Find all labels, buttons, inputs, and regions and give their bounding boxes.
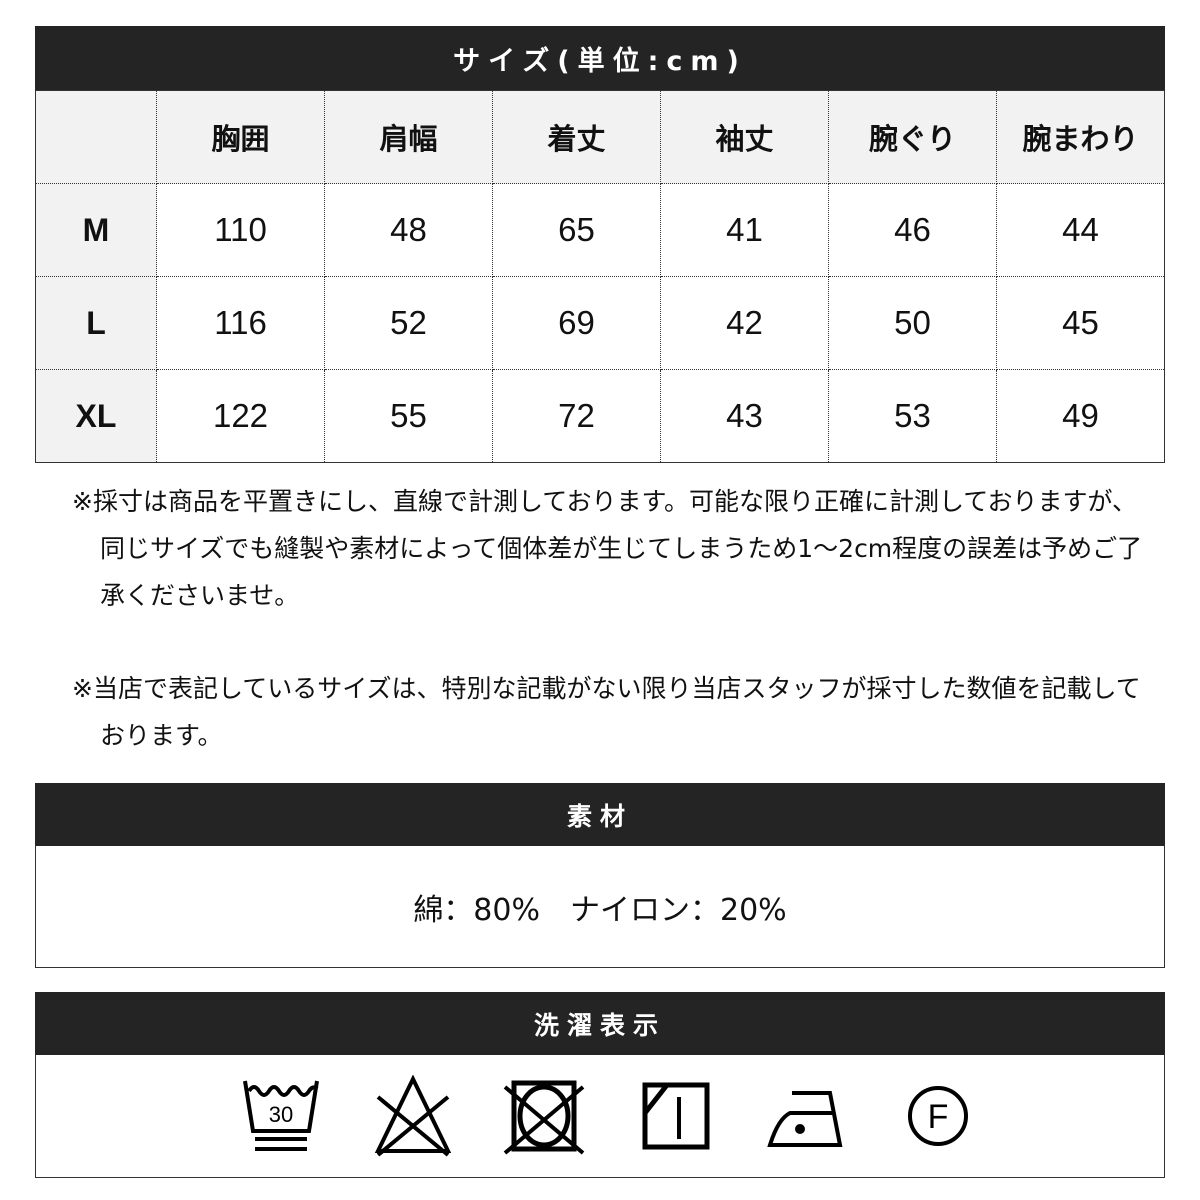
size-label: XL — [35, 369, 157, 463]
note-text: ※当店で表記しているサイズは、特別な記載がない限り当店スタッフが採寸した数値を記… — [72, 674, 1141, 750]
header-cell: 腕まわり — [996, 90, 1165, 184]
note-text: ※採寸は商品を平置きにし、直線で計測しております。可能な限り正確に計測しておりま… — [72, 487, 1143, 610]
drip-dry-shade-icon — [642, 1082, 710, 1150]
wash-30-very-gentle-icon: 30 — [242, 1080, 319, 1151]
table-cell: 44 — [996, 183, 1165, 277]
care-header: 洗濯表示 — [35, 992, 1165, 1055]
material-header: 素材 — [35, 783, 1165, 846]
no-tumble-dry-icon — [504, 1080, 585, 1155]
header-cell: 胸囲 — [156, 90, 325, 184]
header-cell: 腕ぐり — [828, 90, 997, 184]
table-cell: 52 — [324, 276, 493, 370]
header-cell: 肩幅 — [324, 90, 493, 184]
table-cell: 69 — [492, 276, 661, 370]
table-cell: 50 — [828, 276, 997, 370]
material-text: 綿：80% ナイロン：20% — [413, 892, 787, 928]
size-table: 胸囲 肩幅 着丈 袖丈 腕ぐり 腕まわり M 110 48 65 41 46 4… — [35, 90, 1165, 463]
header-cell — [35, 90, 157, 184]
table-cell: 65 — [492, 183, 661, 277]
table-row: XL 122 55 72 43 53 49 — [35, 369, 1165, 463]
table-cell: 45 — [996, 276, 1165, 370]
table-cell: 53 — [828, 369, 997, 463]
table-cell: 72 — [492, 369, 661, 463]
table-cell: 110 — [156, 183, 325, 277]
dry-clean-f-icon: F — [908, 1086, 969, 1146]
no-bleach-icon — [374, 1075, 452, 1157]
table-row: L 116 52 69 42 50 45 — [35, 276, 1165, 370]
size-label: M — [35, 183, 157, 277]
dry-clean-label: F — [928, 1098, 949, 1136]
table-row: M 110 48 65 41 46 44 — [35, 183, 1165, 277]
table-cell: 43 — [660, 369, 829, 463]
wash-temp-label: 30 — [268, 1102, 292, 1127]
table-header-row: 胸囲 肩幅 着丈 袖丈 腕ぐり 腕まわり — [35, 90, 1165, 184]
table-cell: 48 — [324, 183, 493, 277]
care-symbols: 30 F — [35, 1055, 1165, 1178]
table-cell: 46 — [828, 183, 997, 277]
table-cell: 41 — [660, 183, 829, 277]
table-cell: 55 — [324, 369, 493, 463]
measurement-note: ※採寸は商品を平置きにし、直線で計測しております。可能な限り正確に計測しておりま… — [72, 478, 1152, 619]
table-cell: 116 — [156, 276, 325, 370]
iron-low-icon — [767, 1091, 843, 1147]
material-box: 綿：80% ナイロン：20% — [35, 846, 1165, 968]
table-cell: 49 — [996, 369, 1165, 463]
size-label: L — [35, 276, 157, 370]
table-cell: 42 — [660, 276, 829, 370]
table-cell: 122 — [156, 369, 325, 463]
header-cell: 袖丈 — [660, 90, 829, 184]
size-header: サイズ(単位:cm) — [35, 26, 1165, 90]
size-source-note: ※当店で表記しているサイズは、特別な記載がない限り当店スタッフが採寸した数値を記… — [72, 665, 1152, 759]
header-cell: 着丈 — [492, 90, 661, 184]
